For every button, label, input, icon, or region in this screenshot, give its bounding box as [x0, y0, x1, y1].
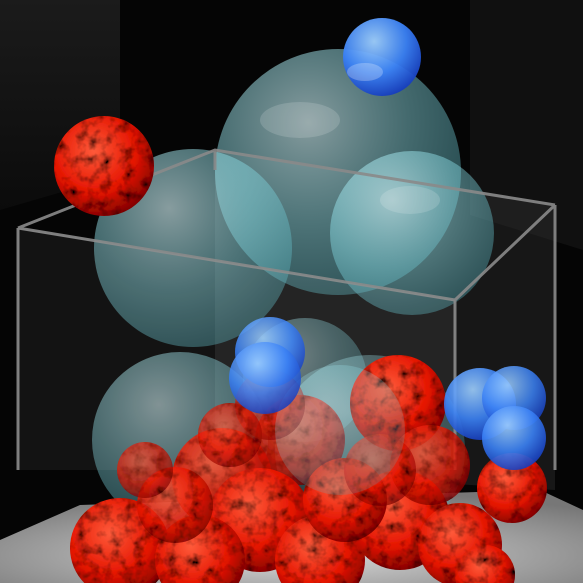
red-sphere — [477, 453, 547, 523]
cyan-sphere — [94, 149, 292, 347]
cyan-sphere-front — [275, 365, 405, 495]
blue-sphere — [482, 406, 546, 470]
small-blue-spheres — [229, 18, 546, 470]
blue-sphere — [229, 342, 301, 414]
cyan-sphere — [330, 151, 494, 315]
red-sphere — [455, 545, 515, 583]
blue-sphere — [343, 18, 421, 96]
sphere-highlights — [260, 63, 440, 214]
red-sphere — [117, 442, 173, 498]
background-wall-right — [470, 0, 583, 250]
red-sphere — [198, 403, 262, 467]
red-sphere — [54, 116, 154, 216]
